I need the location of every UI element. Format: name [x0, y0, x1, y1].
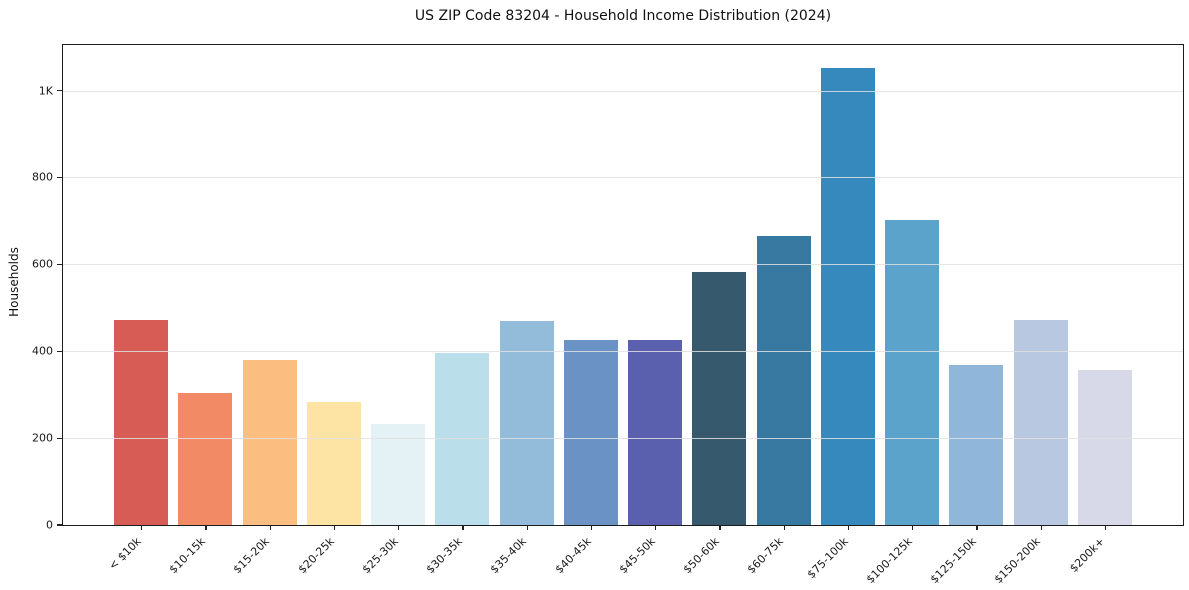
- x-tick-label: $25-30k: [359, 534, 401, 577]
- plot-area: < $10k $10-15k $15-20k $20-25k $25-30k $30-35…: [32, 44, 1184, 586]
- x-tick-label: < $10k: [106, 534, 144, 573]
- x-tick-label: $150-200k: [992, 534, 1044, 587]
- bar-slot: $60-75k: [745, 45, 816, 576]
- bar: [949, 365, 1004, 525]
- bar: [1077, 369, 1132, 525]
- x-tick-mark: [205, 525, 207, 530]
- bar: [756, 235, 811, 525]
- bar: [563, 339, 618, 525]
- x-tick-label: $75-100k: [804, 534, 851, 582]
- y-tick-label: 800: [32, 170, 53, 184]
- bar-slot: $50-60k: [681, 45, 751, 576]
- x-tick-label: $40-45k: [552, 534, 594, 577]
- bar: [628, 340, 683, 525]
- bar: [242, 359, 297, 525]
- y-tick-label: 400: [32, 344, 53, 358]
- bar-slot: $15-20k: [231, 45, 302, 576]
- bar-slot: $10-15k: [167, 45, 237, 576]
- x-tick-mark: [141, 525, 143, 530]
- bar-slot: $45-50k: [616, 45, 687, 576]
- x-tick-label: $20-25k: [295, 534, 337, 577]
- bar: [178, 392, 233, 525]
- x-tick-label: $15-20k: [230, 534, 273, 577]
- y-tick-mark: [57, 263, 62, 265]
- x-tick-label: $125-150k: [927, 534, 979, 587]
- bar-slot: < $10k: [106, 45, 173, 572]
- x-tick-mark: [1040, 525, 1042, 530]
- bar: [499, 320, 554, 525]
- bar-slot: $40-45k: [552, 45, 623, 576]
- y-tick-label: 0: [46, 518, 53, 532]
- x-tick-label: $30-35k: [423, 534, 465, 577]
- bar: [1013, 320, 1068, 525]
- x-tick-mark: [398, 525, 400, 530]
- bar: [435, 352, 490, 525]
- y-tick-mark: [57, 524, 62, 526]
- x-tick-mark: [333, 525, 336, 530]
- bar: [306, 401, 361, 525]
- bar-slot: $200k+: [1067, 45, 1137, 575]
- y-tick-mark: [57, 90, 62, 92]
- y-tick-mark: [57, 350, 62, 352]
- x-tick-mark: [1104, 525, 1107, 530]
- y-tick-mark: [57, 437, 62, 439]
- x-tick-mark: [269, 525, 271, 530]
- y-tick-label: 200: [32, 431, 53, 445]
- x-tick-mark: [655, 525, 657, 530]
- bar: [885, 220, 940, 525]
- x-tick-mark: [976, 525, 978, 530]
- bar-slot: $35-40k: [488, 45, 559, 576]
- x-tick-label: $100-125k: [863, 534, 915, 587]
- bar: [692, 271, 747, 525]
- bar-slot: $25-30k: [359, 45, 430, 576]
- x-tick-label: $10-15k: [166, 534, 208, 577]
- bar-slot: $100-125k: [864, 45, 944, 586]
- x-tick-mark: [847, 525, 850, 530]
- y-tick-label: 600: [32, 257, 53, 271]
- y-axis-label: Households: [7, 247, 21, 317]
- x-tick-label: $50-60k: [680, 534, 722, 577]
- x-tick-label: $45-50k: [616, 534, 658, 577]
- x-tick-mark: [783, 525, 785, 530]
- y-tick-mark: [57, 176, 62, 179]
- x-tick-mark: [590, 525, 593, 530]
- x-tick-label: $35-40k: [487, 534, 530, 577]
- bars-row: < $10k $10-15k $15-20k $20-25k $25-30k $30-35…: [63, 45, 1183, 586]
- bar-slot: $125-150k: [928, 45, 1008, 586]
- x-tick-mark: [462, 525, 464, 530]
- bar: [371, 424, 426, 525]
- chart-title: US ZIP Code 83204 - Household Income Dis…: [414, 8, 832, 24]
- x-tick-label: $200k+: [1067, 534, 1108, 575]
- x-tick-label: $60-75k: [744, 534, 787, 577]
- bar: [114, 320, 169, 525]
- x-tick-mark: [719, 525, 721, 530]
- bar-slot: $75-100k: [804, 45, 880, 581]
- y-tick-label: 1K: [38, 84, 53, 98]
- x-tick-mark: [912, 525, 914, 530]
- x-tick-mark: [526, 525, 528, 530]
- bar: [820, 68, 875, 525]
- bar-slot: $150-200k: [992, 45, 1073, 586]
- bar-slot: $20-25k: [295, 45, 366, 576]
- bar-slot: $30-35k: [424, 45, 494, 576]
